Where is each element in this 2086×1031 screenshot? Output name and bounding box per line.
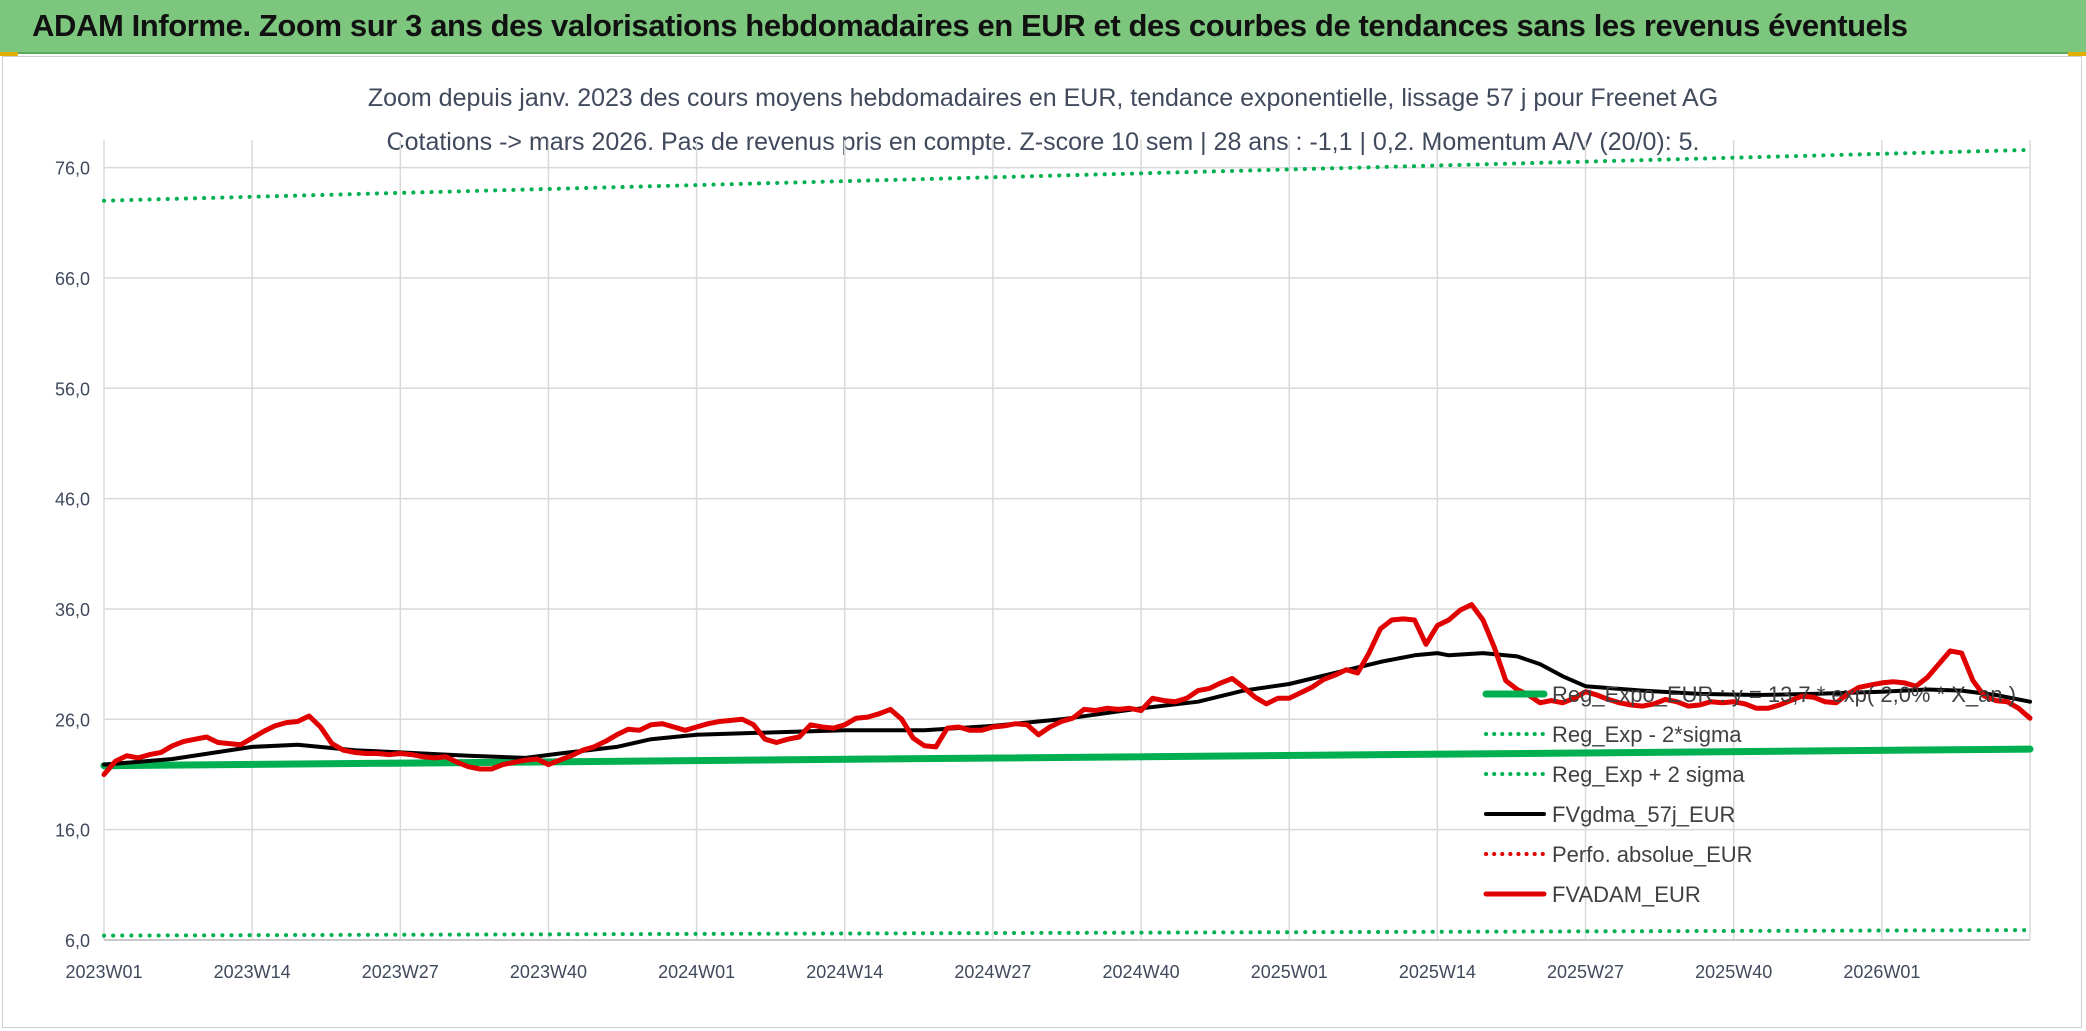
- legend-label-0: Reg_Expo_EUR : y = 13,7 * exp( 2,0% * X_…: [1552, 682, 2016, 707]
- chart-series: [100, 147, 2034, 938]
- series-line-1: [102, 928, 2032, 938]
- chart-legend: Reg_Expo_EUR : y = 13,7 * exp( 2,0% * X_…: [1482, 682, 2016, 907]
- y-tick-label: 36,0: [55, 600, 90, 620]
- y-axis-ticks: 6,0 16,0 26,0 36,0 46,0 56,0 66,0 76,0: [55, 159, 90, 951]
- page-title: ADAM Informe. Zoom sur 3 ans des valoris…: [32, 8, 1908, 43]
- y-tick-label: 6,0: [65, 931, 90, 951]
- x-tick-label: 2023W40: [510, 962, 587, 982]
- legend-label-4: Perfo. absolue_EUR: [1552, 842, 1753, 867]
- y-tick-label: 46,0: [55, 490, 90, 510]
- series-line-2: [102, 147, 2032, 203]
- x-tick-label: 2023W14: [214, 962, 291, 982]
- title-banner: ADAM Informe. Zoom sur 3 ans des valoris…: [0, 0, 2086, 54]
- y-tick-label: 66,0: [55, 269, 90, 289]
- legend-label-1: Reg_Exp - 2*sigma: [1552, 722, 1742, 747]
- series-line-0: [100, 745, 2034, 770]
- y-tick-label: 16,0: [55, 821, 90, 841]
- chart-title: Zoom depuis janv. 2023 des cours moyens …: [367, 84, 1719, 112]
- y-tick-label: 26,0: [55, 710, 90, 730]
- y-tick-label: 56,0: [55, 379, 90, 399]
- x-tick-label: 2025W14: [1399, 962, 1476, 982]
- chart-grid: [103, 140, 2031, 941]
- corner-mark-right: [2068, 52, 2086, 56]
- y-tick-label: 76,0: [55, 159, 90, 179]
- x-tick-label: 2025W01: [1251, 962, 1328, 982]
- x-tick-label: 2024W27: [954, 962, 1031, 982]
- x-tick-label: 2026W01: [1843, 962, 1920, 982]
- legend-label-2: Reg_Exp + 2 sigma: [1552, 762, 1745, 787]
- x-tick-label: 2024W40: [1103, 962, 1180, 982]
- legend-label-5: FVADAM_EUR: [1552, 882, 1701, 907]
- x-tick-label: 2024W01: [658, 962, 735, 982]
- x-tick-label: 2023W01: [65, 962, 142, 982]
- series-line-5: [101, 602, 2033, 777]
- corner-mark-left: [0, 52, 18, 56]
- chart-subtitle: Cotations -> mars 2026. Pas de revenus p…: [386, 128, 1700, 156]
- x-tick-label: 2023W27: [362, 962, 439, 982]
- x-axis-ticks: 2023W01 2023W14 2023W27 2023W40 2024W01 2024W…: [65, 962, 1920, 982]
- x-tick-label: 2025W40: [1695, 962, 1772, 982]
- legend-label-3: FVgdma_57j_EUR: [1552, 802, 1735, 827]
- series-line-3: [102, 651, 2032, 767]
- x-tick-label: 2024W14: [806, 962, 883, 982]
- x-tick-label: 2025W27: [1547, 962, 1624, 982]
- chart-frame: [2, 56, 2082, 1028]
